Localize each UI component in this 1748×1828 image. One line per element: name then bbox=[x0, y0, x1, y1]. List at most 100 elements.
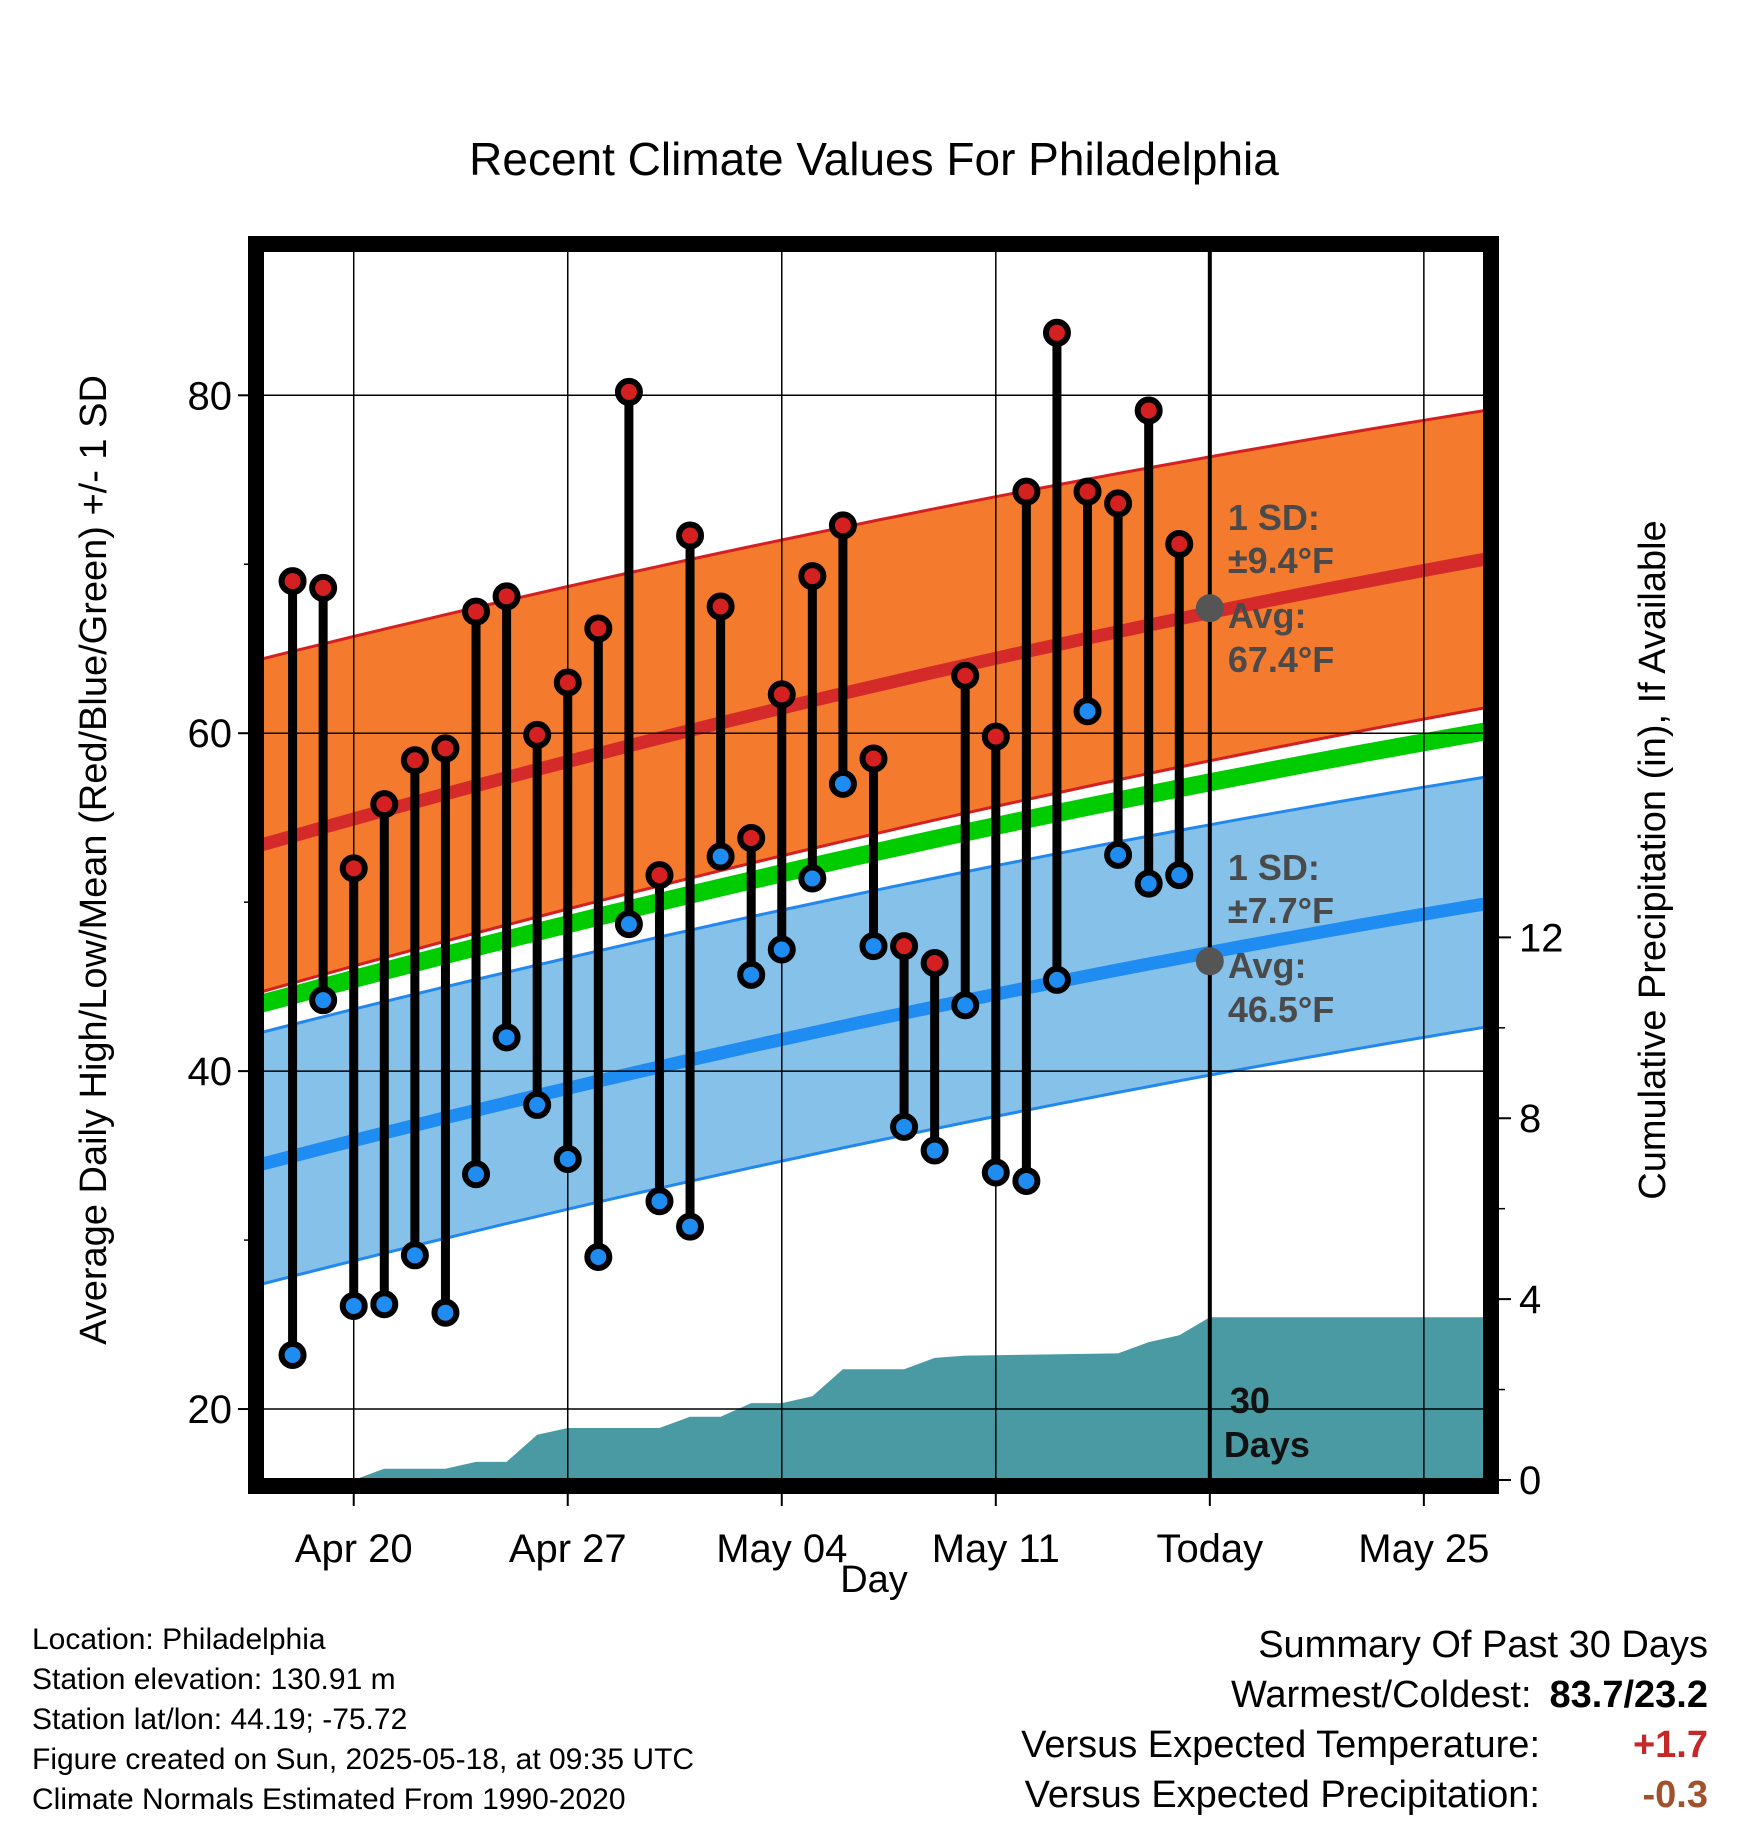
high-temp-point bbox=[431, 734, 460, 763]
high-temp-point bbox=[614, 377, 643, 406]
high-temp-point bbox=[553, 668, 582, 697]
plot-inner bbox=[262, 250, 1485, 1480]
high-temp-point bbox=[523, 720, 552, 749]
low-temp-point bbox=[767, 935, 796, 964]
low-temp-point bbox=[553, 1144, 582, 1173]
low-avg-marker bbox=[1195, 947, 1224, 976]
high-temp-point bbox=[767, 680, 796, 709]
high-sd-label: 1 SD: bbox=[1228, 497, 1320, 538]
x-tick-label: Apr 20 bbox=[295, 1527, 413, 1571]
low-temp-point bbox=[278, 1340, 307, 1369]
low-temp-point bbox=[400, 1241, 429, 1270]
low-temp-point bbox=[737, 960, 766, 989]
low-temp-point bbox=[645, 1187, 674, 1216]
precip-value: -0.3 bbox=[1642, 1774, 1708, 1816]
station-info: Location: Philadelphia Station elevation… bbox=[32, 1620, 694, 1820]
low-temp-point bbox=[584, 1242, 613, 1271]
x-tick-label: Apr 27 bbox=[509, 1527, 627, 1571]
days-word: Days bbox=[1224, 1424, 1310, 1465]
high-temp-point bbox=[400, 746, 429, 775]
y-left-tick-label: 20 bbox=[188, 1388, 233, 1432]
x-tick-label: May 04 bbox=[716, 1527, 847, 1571]
location-text: Location: Philadelphia bbox=[32, 1623, 326, 1656]
x-tick-label: May 11 bbox=[932, 1527, 1060, 1571]
high-normal-line bbox=[262, 552, 1485, 851]
chart-title: Recent Climate Values For Philadelphia bbox=[469, 133, 1279, 185]
x-axis-label: Day bbox=[840, 1559, 908, 1601]
low-temp-point bbox=[1165, 861, 1194, 890]
summary-temp: Versus Expected Temperature: +1.7 bbox=[1021, 1720, 1708, 1770]
elevation-text: Station elevation: 130.91 m bbox=[32, 1663, 396, 1696]
climate-chart: Recent Climate Values For Philadelphia 1… bbox=[73, 133, 1674, 1601]
days-count: 30 bbox=[1230, 1380, 1270, 1421]
latlon-text: Station lat/lon: 44.19; -75.72 bbox=[32, 1703, 408, 1736]
low-avg-label: Avg: bbox=[1228, 945, 1307, 986]
high-avg-marker bbox=[1195, 594, 1224, 623]
high-temp-point bbox=[1104, 489, 1133, 518]
precip-label: Versus Expected Precipitation: bbox=[1024, 1774, 1540, 1816]
low-temp-point bbox=[614, 910, 643, 939]
low-temp-point bbox=[676, 1212, 705, 1241]
low-temp-point bbox=[920, 1136, 949, 1165]
low-temp-point bbox=[859, 932, 888, 961]
high-temp-point bbox=[828, 511, 857, 540]
low-normal-line bbox=[262, 897, 1485, 1171]
low-temp-point bbox=[462, 1160, 491, 1189]
low-temp-point bbox=[1134, 869, 1163, 898]
high-temp-point bbox=[1012, 477, 1041, 506]
low-temp-point bbox=[523, 1090, 552, 1119]
low-temp-point bbox=[981, 1158, 1010, 1187]
y-left-tick-label: 40 bbox=[188, 1050, 233, 1094]
low-temp-point bbox=[890, 1112, 919, 1141]
low-avg-value: 46.5°F bbox=[1228, 989, 1334, 1030]
high-temp-point bbox=[339, 854, 368, 883]
high-temp-point bbox=[1073, 477, 1102, 506]
low-temp-point bbox=[1012, 1166, 1041, 1195]
low-temp-point bbox=[828, 769, 857, 798]
high-temp-point bbox=[584, 614, 613, 643]
high-avg-value: 67.4°F bbox=[1228, 639, 1334, 680]
high-temp-point bbox=[737, 823, 766, 852]
y-left-tick-label: 60 bbox=[188, 712, 233, 756]
x-tick-label: Today bbox=[1156, 1527, 1263, 1571]
low-temp-point bbox=[1104, 840, 1133, 869]
high-temp-point bbox=[890, 932, 919, 961]
low-temp-point bbox=[309, 986, 338, 1015]
high-temp-point bbox=[370, 790, 399, 819]
y-axis-left-label: Average Daily High/Low/Mean (Red/Blue/Gr… bbox=[73, 375, 115, 1345]
low-temp-point bbox=[1073, 697, 1102, 726]
summary-panel: Summary Of Past 30 Days Warmest/Coldest:… bbox=[1021, 1620, 1708, 1820]
high-temp-point bbox=[645, 861, 674, 890]
high-temp-point bbox=[859, 744, 888, 773]
x-tick-label: May 25 bbox=[1358, 1527, 1489, 1571]
low-temp-point bbox=[706, 842, 735, 871]
high-temp-point bbox=[798, 562, 827, 591]
y-right-tick-label: 8 bbox=[1519, 1097, 1541, 1141]
created-text: Figure created on Sun, 2025-05-18, at 09… bbox=[32, 1743, 695, 1776]
high-temp-point bbox=[920, 948, 949, 977]
normals-text: Climate Normals Estimated From 1990-2020 bbox=[32, 1783, 626, 1816]
high-temp-point bbox=[1042, 318, 1071, 347]
low-sd-band-lower-edge bbox=[262, 1025, 1485, 1286]
high-temp-point bbox=[492, 582, 521, 611]
high-avg-label: Avg: bbox=[1228, 595, 1307, 636]
temp-value: +1.7 bbox=[1632, 1724, 1708, 1766]
high-sd-value: ±9.4°F bbox=[1228, 540, 1334, 581]
high-temp-point bbox=[462, 597, 491, 626]
low-temp-point bbox=[339, 1291, 368, 1320]
high-temp-point bbox=[1165, 529, 1194, 558]
low-sd-value: ±7.7°F bbox=[1228, 890, 1334, 931]
high-temp-point bbox=[951, 661, 980, 690]
high-temp-point bbox=[1134, 396, 1163, 425]
temp-label: Versus Expected Temperature: bbox=[1021, 1724, 1540, 1766]
y-right-tick-label: 0 bbox=[1519, 1459, 1541, 1503]
low-temp-point bbox=[492, 1023, 521, 1052]
low-temp-point bbox=[1042, 965, 1071, 994]
y-left-tick-label: 80 bbox=[188, 374, 233, 418]
y-right-tick-label: 12 bbox=[1519, 916, 1564, 960]
warm-cold-value: 83.7/23.2 bbox=[1549, 1674, 1708, 1716]
high-temp-point bbox=[706, 592, 735, 621]
summary-warm-cold: Warmest/Coldest: 83.7/23.2 bbox=[1021, 1670, 1708, 1720]
y-axis-right-label: Cumulative Precipitation (in), If Availa… bbox=[1632, 520, 1674, 1199]
